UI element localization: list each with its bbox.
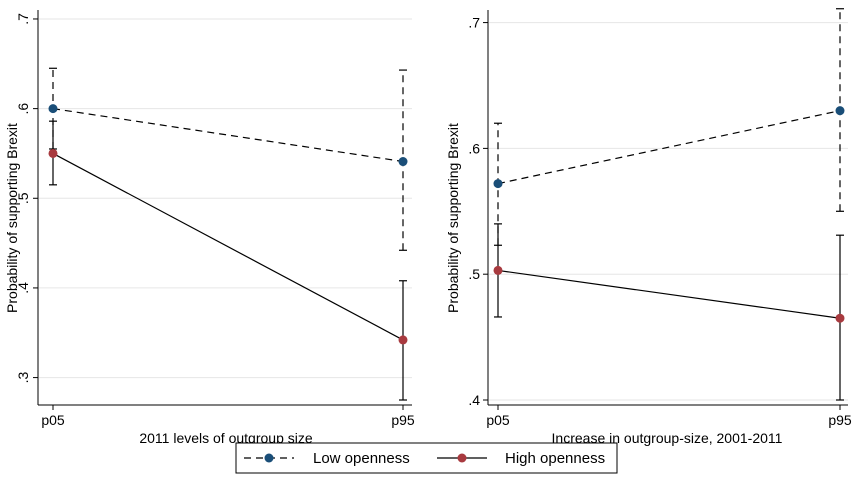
- legend-entry-high-openness: High openness: [437, 450, 605, 467]
- x-tick-label: p95: [828, 412, 852, 428]
- legend-marker-high-openness: [457, 453, 467, 463]
- right-series: [493, 8, 845, 401]
- legend-box: [235, 442, 618, 474]
- y-tick-label: .3: [15, 372, 31, 384]
- legend: Low openness High openness: [235, 442, 618, 474]
- right-panel: .4 .5 .6 .7 p05 p95 Probability of supportin…: [445, 8, 852, 446]
- right-grid: [489, 22, 848, 401]
- y-tick-label: .6: [15, 103, 31, 115]
- right-y-axis-title: Probability of supporting Brexit: [445, 123, 461, 313]
- x-tick-label: p05: [41, 412, 65, 428]
- y-tick-label: .4: [468, 392, 480, 408]
- series-line-high-openness: [52, 152, 404, 341]
- left-y-axis-title: Probability of supporting Brexit: [4, 123, 20, 313]
- point-high-openness: [835, 313, 845, 323]
- point-high-openness: [48, 148, 58, 158]
- x-tick-label: p05: [486, 412, 510, 428]
- legend-label-high-openness: High openness: [505, 450, 605, 467]
- right-x-axis-title: Increase in outgroup-size, 2001-2011: [552, 430, 783, 446]
- left-x-axis-title: 2011 levels of outgroup size: [139, 430, 313, 446]
- y-tick-label: .7: [468, 15, 480, 31]
- legend-entry-low-openness: Low openness: [244, 450, 410, 467]
- left-y-ticks: .3 .4 .5 .6 .7: [15, 13, 38, 384]
- left-grid: [39, 18, 412, 379]
- point-low-openness: [48, 104, 58, 114]
- x-tick-label: p95: [391, 412, 415, 428]
- y-tick-label: .4: [15, 282, 31, 294]
- series-line-low-openness: [52, 108, 404, 163]
- left-panel: .3 .4 .5 .6 .7 p05 p95 Probability of support…: [4, 10, 415, 446]
- point-low-openness: [493, 179, 503, 189]
- y-tick-label: .5: [15, 192, 31, 204]
- left-series: [48, 67, 408, 401]
- series-line-high-openness: [497, 269, 841, 319]
- right-x-ticks: p05 p95: [486, 405, 852, 428]
- point-low-openness: [398, 157, 408, 167]
- legend-marker-low-openness: [264, 453, 274, 463]
- y-tick-label: .5: [468, 266, 480, 282]
- y-tick-label: .6: [468, 140, 480, 156]
- legend-label-low-openness: Low openness: [313, 450, 410, 467]
- right-y-ticks: .4 .5 .6 .7: [468, 15, 488, 408]
- point-low-openness: [835, 106, 845, 116]
- y-tick-label: .7: [15, 13, 31, 25]
- point-high-openness: [493, 265, 503, 275]
- point-high-openness: [398, 335, 408, 345]
- left-x-ticks: p05 p95: [41, 405, 415, 428]
- series-line-low-openness: [497, 110, 841, 185]
